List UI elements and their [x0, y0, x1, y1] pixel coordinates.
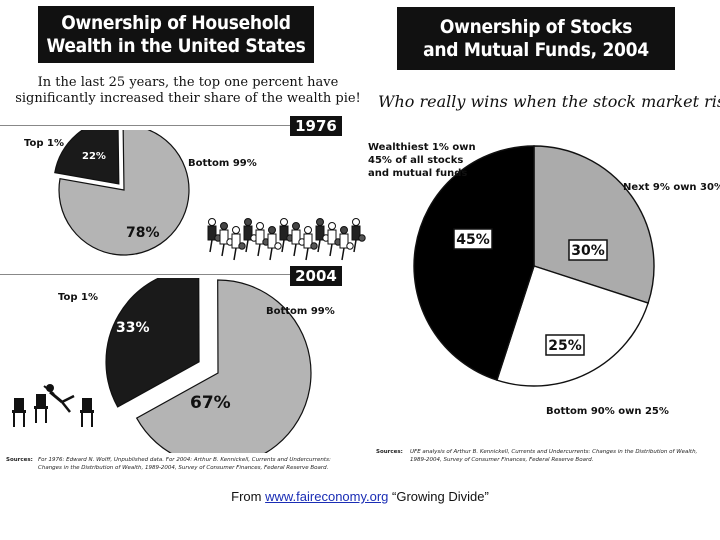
faireconomy-link[interactable]: www.faireconomy.org	[265, 489, 389, 504]
pie-1976-label-bottom: Bottom 99%	[188, 158, 257, 169]
right-question: Who really wins when the stock market ri…	[378, 92, 720, 111]
right-sources: Sources: UFE analysis of Arthur B. Kenni…	[376, 448, 708, 464]
stocks-label-wealthiest: Wealthiest 1% own 45% of all stocks and …	[368, 142, 479, 179]
pie-stocks-slice-0	[413, 145, 535, 382]
crowd-leg	[317, 239, 321, 253]
divider-1976	[0, 125, 290, 126]
stocks-value-30: 30%	[571, 243, 605, 259]
stocks-value-box-30: 30%	[568, 239, 608, 261]
crowd-leg	[245, 239, 249, 253]
footer-prefix: From	[231, 489, 266, 504]
crowd-head	[292, 222, 300, 230]
pie-stocks-slice-2	[496, 265, 650, 387]
crowd-head	[274, 242, 282, 250]
crowd-head	[238, 242, 246, 250]
crowd-head	[346, 242, 354, 250]
pie-2004-value-top: 33%	[116, 320, 150, 336]
pie-2004-slices	[105, 278, 312, 453]
left-title-line1: Ownership of Household	[61, 12, 291, 34]
crowd-leg	[209, 239, 213, 253]
crowd-leg	[293, 243, 297, 257]
pie-stocks-slice-1	[533, 145, 655, 304]
crowd-head	[280, 218, 288, 226]
intro-line2: significantly increased their share of t…	[15, 91, 361, 106]
pie-2004-value-bottom: 67%	[190, 393, 231, 413]
stocks-value-45: 45%	[456, 232, 490, 248]
chairs-illustration	[12, 384, 94, 427]
stocks-label-wealthiest-line2: 45% of all stocks	[368, 155, 463, 166]
crowd-head	[244, 218, 252, 226]
pie-2004-label-top: Top 1%	[58, 292, 98, 303]
left-sources: Sources: For 1976: Edward N. Wolff, Unpu…	[6, 456, 356, 472]
crowd-head	[232, 226, 240, 234]
pie-1976-slice-0	[54, 130, 120, 185]
pie-chart-1976: Top 1% Bottom 99% 22% 78%	[24, 130, 366, 261]
crowd-head	[328, 222, 336, 230]
year-badge-2004: 2004	[290, 266, 342, 286]
right-source-label: Sources:	[376, 449, 403, 455]
crowd-leg	[329, 243, 333, 257]
pie-stocks-slices	[413, 145, 655, 387]
right-title: Ownership of Stocks and Mutual Funds, 20…	[397, 7, 675, 70]
crowd-head	[358, 234, 366, 242]
crowd-head	[304, 226, 312, 234]
left-intro: In the last 25 years, the top one percen…	[0, 75, 376, 107]
pie-1976-value-bottom: 78%	[126, 225, 160, 241]
crowd-head	[340, 226, 348, 234]
right-title-line1: Ownership of Stocks	[439, 16, 633, 38]
intro-line1: In the last 25 years, the top one percen…	[37, 75, 339, 90]
stocks-label-next9: Next 9% own 30%	[623, 182, 720, 193]
pie-1976-label-top: Top 1%	[24, 138, 64, 149]
crowd-leg	[269, 247, 273, 261]
pie-1976-value-top: 22%	[82, 151, 106, 162]
right-title-line2: and Mutual Funds, 2004	[423, 39, 649, 61]
right-source-text: UFE analysis of Arthur B. Kennickell, Cu…	[410, 449, 698, 463]
pie-chart-2004: Top 1% Bottom 99% 33% 67%	[12, 278, 335, 453]
crowd-leg	[281, 239, 285, 253]
pie-2004-label-bottom: Bottom 99%	[266, 306, 335, 317]
crowd-leg	[257, 243, 261, 257]
crowd-leg	[353, 239, 357, 253]
stocks-value-25: 25%	[548, 338, 582, 354]
left-source-label: Sources:	[6, 457, 33, 463]
crowd-leg	[305, 247, 309, 261]
footer-credit: From www.faireconomy.org “Growing Divide…	[0, 489, 720, 504]
pie-2004-slice-1	[135, 279, 312, 453]
stocks-label-wealthiest-line1: Wealthiest 1% own	[368, 142, 476, 153]
crowd-head	[220, 222, 228, 230]
crowd-head	[268, 226, 276, 234]
pie-1976-slice-1	[58, 130, 190, 256]
stocks-label-wealthiest-line3: and mutual funds	[368, 168, 467, 179]
stocks-value-box-25: 25%	[545, 334, 585, 356]
year-badge-1976: 1976	[290, 116, 342, 136]
divider-2004	[0, 274, 290, 275]
crowd-leg	[341, 247, 345, 261]
crowd-head	[316, 218, 324, 226]
pie-2004-slice-0	[105, 278, 200, 408]
left-title-line2: Wealth in the United States	[46, 35, 306, 57]
footer-suffix: “Growing Divide”	[388, 489, 489, 504]
crowd-head	[352, 218, 360, 226]
left-title: Ownership of Household Wealth in the Uni…	[38, 6, 314, 63]
pie-1976-slices	[54, 130, 190, 256]
crowd-illustration	[207, 218, 366, 261]
stocks-value-box-45: 45%	[453, 228, 493, 250]
crowd-head	[256, 222, 264, 230]
stocks-label-bottom90: Bottom 90% own 25%	[546, 406, 669, 417]
crowd-leg	[233, 247, 237, 261]
crowd-head	[208, 218, 216, 226]
pie-chart-stocks: Wealthiest 1% own 45% of all stocks and …	[368, 142, 720, 417]
crowd-head	[310, 242, 318, 250]
crowd-leg	[221, 243, 225, 257]
left-source-text: For 1976: Edward N. Wolff, Unpublished d…	[38, 457, 331, 471]
